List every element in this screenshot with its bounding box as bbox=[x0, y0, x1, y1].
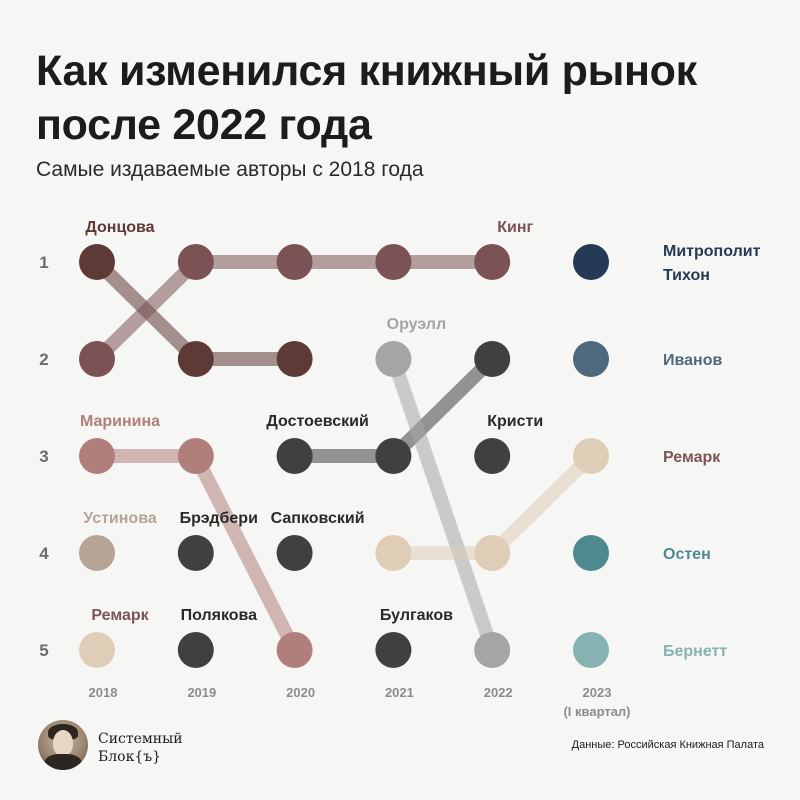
point-митрополит-тихон-2023 bbox=[573, 244, 609, 280]
label-сапковский-2020: Сапковский bbox=[271, 510, 365, 527]
label-иванов-2023: Иванов bbox=[663, 352, 722, 369]
chart-title: Как изменился книжный рынок после 2022 г… bbox=[36, 44, 776, 152]
year-sublabel-2023: (I квартал) bbox=[563, 704, 630, 719]
point-сапковский-2020 bbox=[276, 535, 313, 571]
point-полякова-2019 bbox=[177, 632, 214, 668]
point-кинг-2022 bbox=[474, 244, 511, 280]
rank-label-4: 4 bbox=[39, 544, 49, 563]
point-оруэлл-2021 bbox=[375, 341, 412, 377]
label-булгаков-2021: Булгаков bbox=[380, 607, 453, 624]
data-source: Данные: Российская Книжная Палата bbox=[571, 739, 764, 751]
point-бернетт-2023 bbox=[573, 632, 609, 668]
point-достоевский-2020 bbox=[276, 438, 313, 474]
rank-label-3: 3 bbox=[39, 447, 48, 466]
rank-label-5: 5 bbox=[39, 641, 48, 660]
label-полякова-2019: Полякова bbox=[181, 607, 258, 624]
label-кинг-2022: Кинг bbox=[497, 219, 533, 236]
title-line-2: после 2022 года bbox=[36, 101, 372, 149]
point-кинг-2018 bbox=[79, 341, 115, 377]
point-остен-2023 bbox=[573, 535, 609, 571]
point-устинова-2018 bbox=[79, 535, 115, 571]
point-кинг-2021 bbox=[375, 244, 412, 280]
series-line-оруэлл bbox=[386, 352, 500, 657]
year-label-2021: 2021 bbox=[385, 685, 414, 700]
point-донцова-2019 bbox=[177, 341, 214, 377]
rank-label-2: 2 bbox=[39, 350, 48, 369]
label-митрополит-тихон-2023: Митрополит Тихон bbox=[663, 243, 761, 284]
brand-line-2: Блок{ъ} bbox=[98, 749, 162, 765]
label-ремарк-2023: Ремарк bbox=[663, 449, 721, 466]
label-донцова-2018: Донцова bbox=[85, 219, 154, 236]
point-кристи-2022 bbox=[474, 438, 511, 474]
point-кинг-2019 bbox=[177, 244, 214, 280]
point-ремарк-2023 bbox=[573, 438, 609, 474]
label-остен-2023: Остен bbox=[663, 546, 711, 563]
point-маринина-2020 bbox=[276, 632, 313, 668]
point-донцова-2020 bbox=[276, 341, 313, 377]
rank-label-1: 1 bbox=[39, 253, 48, 272]
label-маринина-2018: Маринина bbox=[80, 413, 160, 430]
point-достоевский-2021 bbox=[375, 438, 412, 474]
point-маринина-2018 bbox=[79, 438, 115, 474]
label-кристи-2022: Кристи bbox=[487, 413, 543, 430]
point-кинг-2020 bbox=[276, 244, 313, 280]
year-label-2019: 2019 bbox=[187, 685, 216, 700]
point-маринина-2019 bbox=[177, 438, 214, 474]
label-достоевский-2020: Достоевский bbox=[266, 413, 368, 430]
point-достоевский-2022 bbox=[474, 341, 511, 377]
title-line-1: Как изменился книжный рынок bbox=[36, 47, 697, 95]
point-иванов-2023 bbox=[573, 341, 609, 377]
year-label-2018: 2018 bbox=[89, 685, 118, 700]
point-ремарк-2022 bbox=[474, 535, 511, 571]
label-ремарк-2018: Ремарк bbox=[91, 607, 149, 624]
label-бернетт-2023: Бернетт bbox=[663, 643, 727, 660]
brand-name: Системный Блок{ъ} bbox=[98, 730, 183, 766]
point-брэдбери-2019 bbox=[177, 535, 214, 571]
brand-line-1: Системный bbox=[98, 731, 183, 747]
point-булгаков-2021 bbox=[375, 632, 412, 668]
point-оруэлл-2022 bbox=[474, 632, 511, 668]
year-label-2020: 2020 bbox=[286, 685, 315, 700]
label-устинова-2018: Устинова bbox=[83, 510, 157, 527]
point-ремарк-2018 bbox=[79, 632, 115, 668]
point-ремарк-2021 bbox=[375, 535, 412, 571]
year-label-2023: 2023 bbox=[583, 685, 612, 700]
chart-subtitle: Самые издаваемые авторы с 2018 года bbox=[36, 158, 424, 181]
year-label-2022: 2022 bbox=[484, 685, 513, 700]
label-оруэлл-2021: Оруэлл bbox=[387, 316, 446, 333]
brand-logo bbox=[38, 720, 88, 770]
label-брэдбери-2019: Брэдбери bbox=[180, 510, 258, 527]
point-донцова-2018 bbox=[79, 244, 115, 280]
